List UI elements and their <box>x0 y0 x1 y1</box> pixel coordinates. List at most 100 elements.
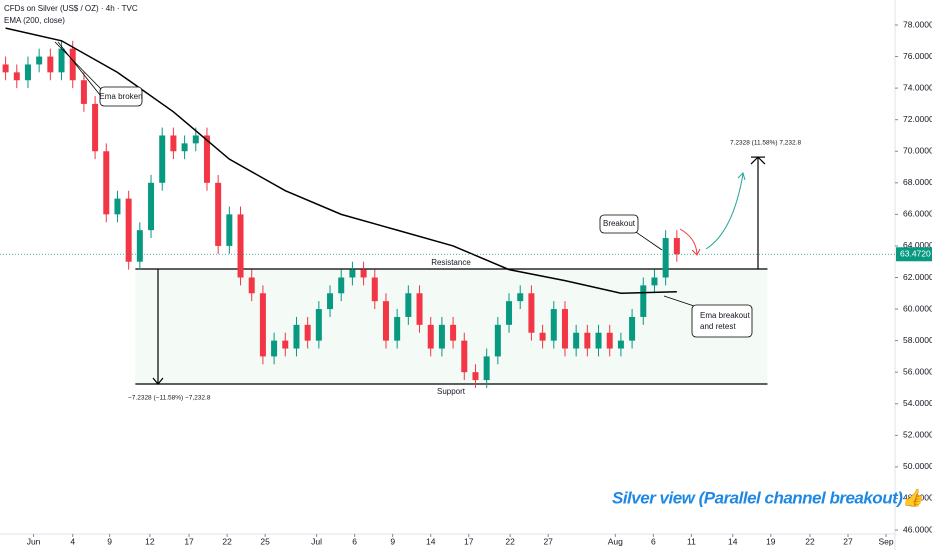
x-tick-label: Sep <box>878 536 893 546</box>
x-tick-label: 4 <box>70 536 75 546</box>
candle-body <box>360 269 367 278</box>
y-tick-label: 62.0000 <box>903 272 932 282</box>
candle-body <box>584 332 591 349</box>
ema-retest-box <box>691 304 753 338</box>
x-tick-label: 11 <box>687 536 696 546</box>
x-tick-label: 19 <box>766 536 776 546</box>
candle-body <box>662 238 669 278</box>
measure-label: −7.2328 (−11.58%) −7,232.8 <box>128 395 211 402</box>
breakout-label: Breakout <box>603 219 636 228</box>
x-tick-label: 14 <box>728 536 738 546</box>
candle-body <box>450 324 457 341</box>
ema-legend: EMA (200, close) <box>4 16 65 25</box>
candle-body <box>472 372 479 381</box>
x-tick-label: 14 <box>426 536 436 546</box>
candle-body <box>640 285 647 317</box>
pullback-arrow <box>679 228 701 256</box>
y-tick-label: 52.0000 <box>903 430 932 440</box>
x-tick-label: 17 <box>184 536 194 546</box>
x-tick-label: 22 <box>222 536 232 546</box>
x-tick-label: Jun <box>27 536 41 546</box>
y-tick-label: 46.0000 <box>903 524 932 534</box>
candle-body <box>148 182 155 231</box>
candle-body <box>215 182 222 246</box>
candle-body <box>405 293 412 317</box>
candle-body <box>47 56 54 73</box>
last-price-label: 63.4720 <box>900 249 931 259</box>
candle-body <box>24 64 31 81</box>
y-tick-label: 74.0000 <box>903 82 932 92</box>
candle-body <box>595 332 602 349</box>
x-tick-label: 25 <box>260 536 270 546</box>
candle-body <box>517 293 524 302</box>
candle-body <box>606 332 613 349</box>
y-tick-label: 66.0000 <box>903 209 932 219</box>
candle-body <box>2 64 9 73</box>
candle-body <box>259 293 266 357</box>
leader-line <box>54 41 103 96</box>
candle-body <box>617 340 624 349</box>
candle-body <box>293 324 300 349</box>
candle-body <box>125 198 132 262</box>
candle-body <box>550 309 557 341</box>
candle-body <box>371 277 378 302</box>
candle-body <box>58 48 65 73</box>
candle-body <box>13 72 20 81</box>
candle-body <box>561 309 568 349</box>
candle-body <box>181 143 188 152</box>
y-tick-label: 60.0000 <box>903 303 932 313</box>
candle-body <box>237 214 244 278</box>
candle-body <box>382 301 389 341</box>
candle-body <box>80 80 87 104</box>
y-tick-label: 50.0000 <box>903 461 932 471</box>
candle-body <box>192 135 199 144</box>
candle-body <box>282 340 289 349</box>
candle-body <box>248 277 255 294</box>
candle-body <box>461 340 468 373</box>
candle-body <box>416 293 423 325</box>
ema-broken-box <box>99 86 143 107</box>
y-tick-label: 72.0000 <box>903 114 932 124</box>
candle-body <box>304 324 311 341</box>
breakout-box <box>599 214 639 234</box>
candle-body <box>103 151 110 215</box>
y-tick-label: 64.0000 <box>903 240 932 250</box>
candle-body <box>438 324 445 349</box>
x-tick-label: 27 <box>843 536 853 546</box>
candle-body <box>483 356 490 381</box>
ema-retest-label: and retest <box>700 322 736 331</box>
candle-body <box>136 230 143 262</box>
candle-body <box>327 293 334 310</box>
y-tick-label: 58.0000 <box>903 335 932 345</box>
measure-arrowhead <box>152 377 164 385</box>
candle-body <box>271 340 278 357</box>
x-tick-label: 12 <box>145 536 155 546</box>
candle-body <box>651 277 658 286</box>
x-tick-label: 9 <box>390 536 395 546</box>
candle-body <box>629 316 636 341</box>
x-tick-label: 22 <box>505 536 515 546</box>
candle-body <box>673 238 680 255</box>
ema-line <box>5 27 677 295</box>
x-tick-label: Aug <box>608 536 623 546</box>
candle-body <box>506 301 513 325</box>
x-tick-label: Jul <box>311 536 322 546</box>
candle-body <box>539 332 546 341</box>
resistance-label: Resistance <box>431 258 471 267</box>
x-tick-label: 9 <box>107 536 112 546</box>
chart-title: CFDs on Silver (US$ / OZ) · 4h · TVC <box>4 4 138 13</box>
y-tick-label: 78.0000 <box>903 19 932 29</box>
y-tick-label: 68.0000 <box>903 177 932 187</box>
candle-body <box>203 135 210 183</box>
candle-body <box>69 48 76 81</box>
candle-body <box>92 103 99 152</box>
target-label: 7.2328 (11.58%) 7,232.8 <box>730 140 801 147</box>
ema-broken-label: Ema broken <box>99 92 142 101</box>
y-tick-label: 56.0000 <box>903 366 932 376</box>
candle-body <box>226 214 233 246</box>
candle-body <box>114 198 121 215</box>
candle-body <box>394 316 401 341</box>
y-tick-label: 76.0000 <box>903 51 932 61</box>
candle-body <box>427 324 434 349</box>
